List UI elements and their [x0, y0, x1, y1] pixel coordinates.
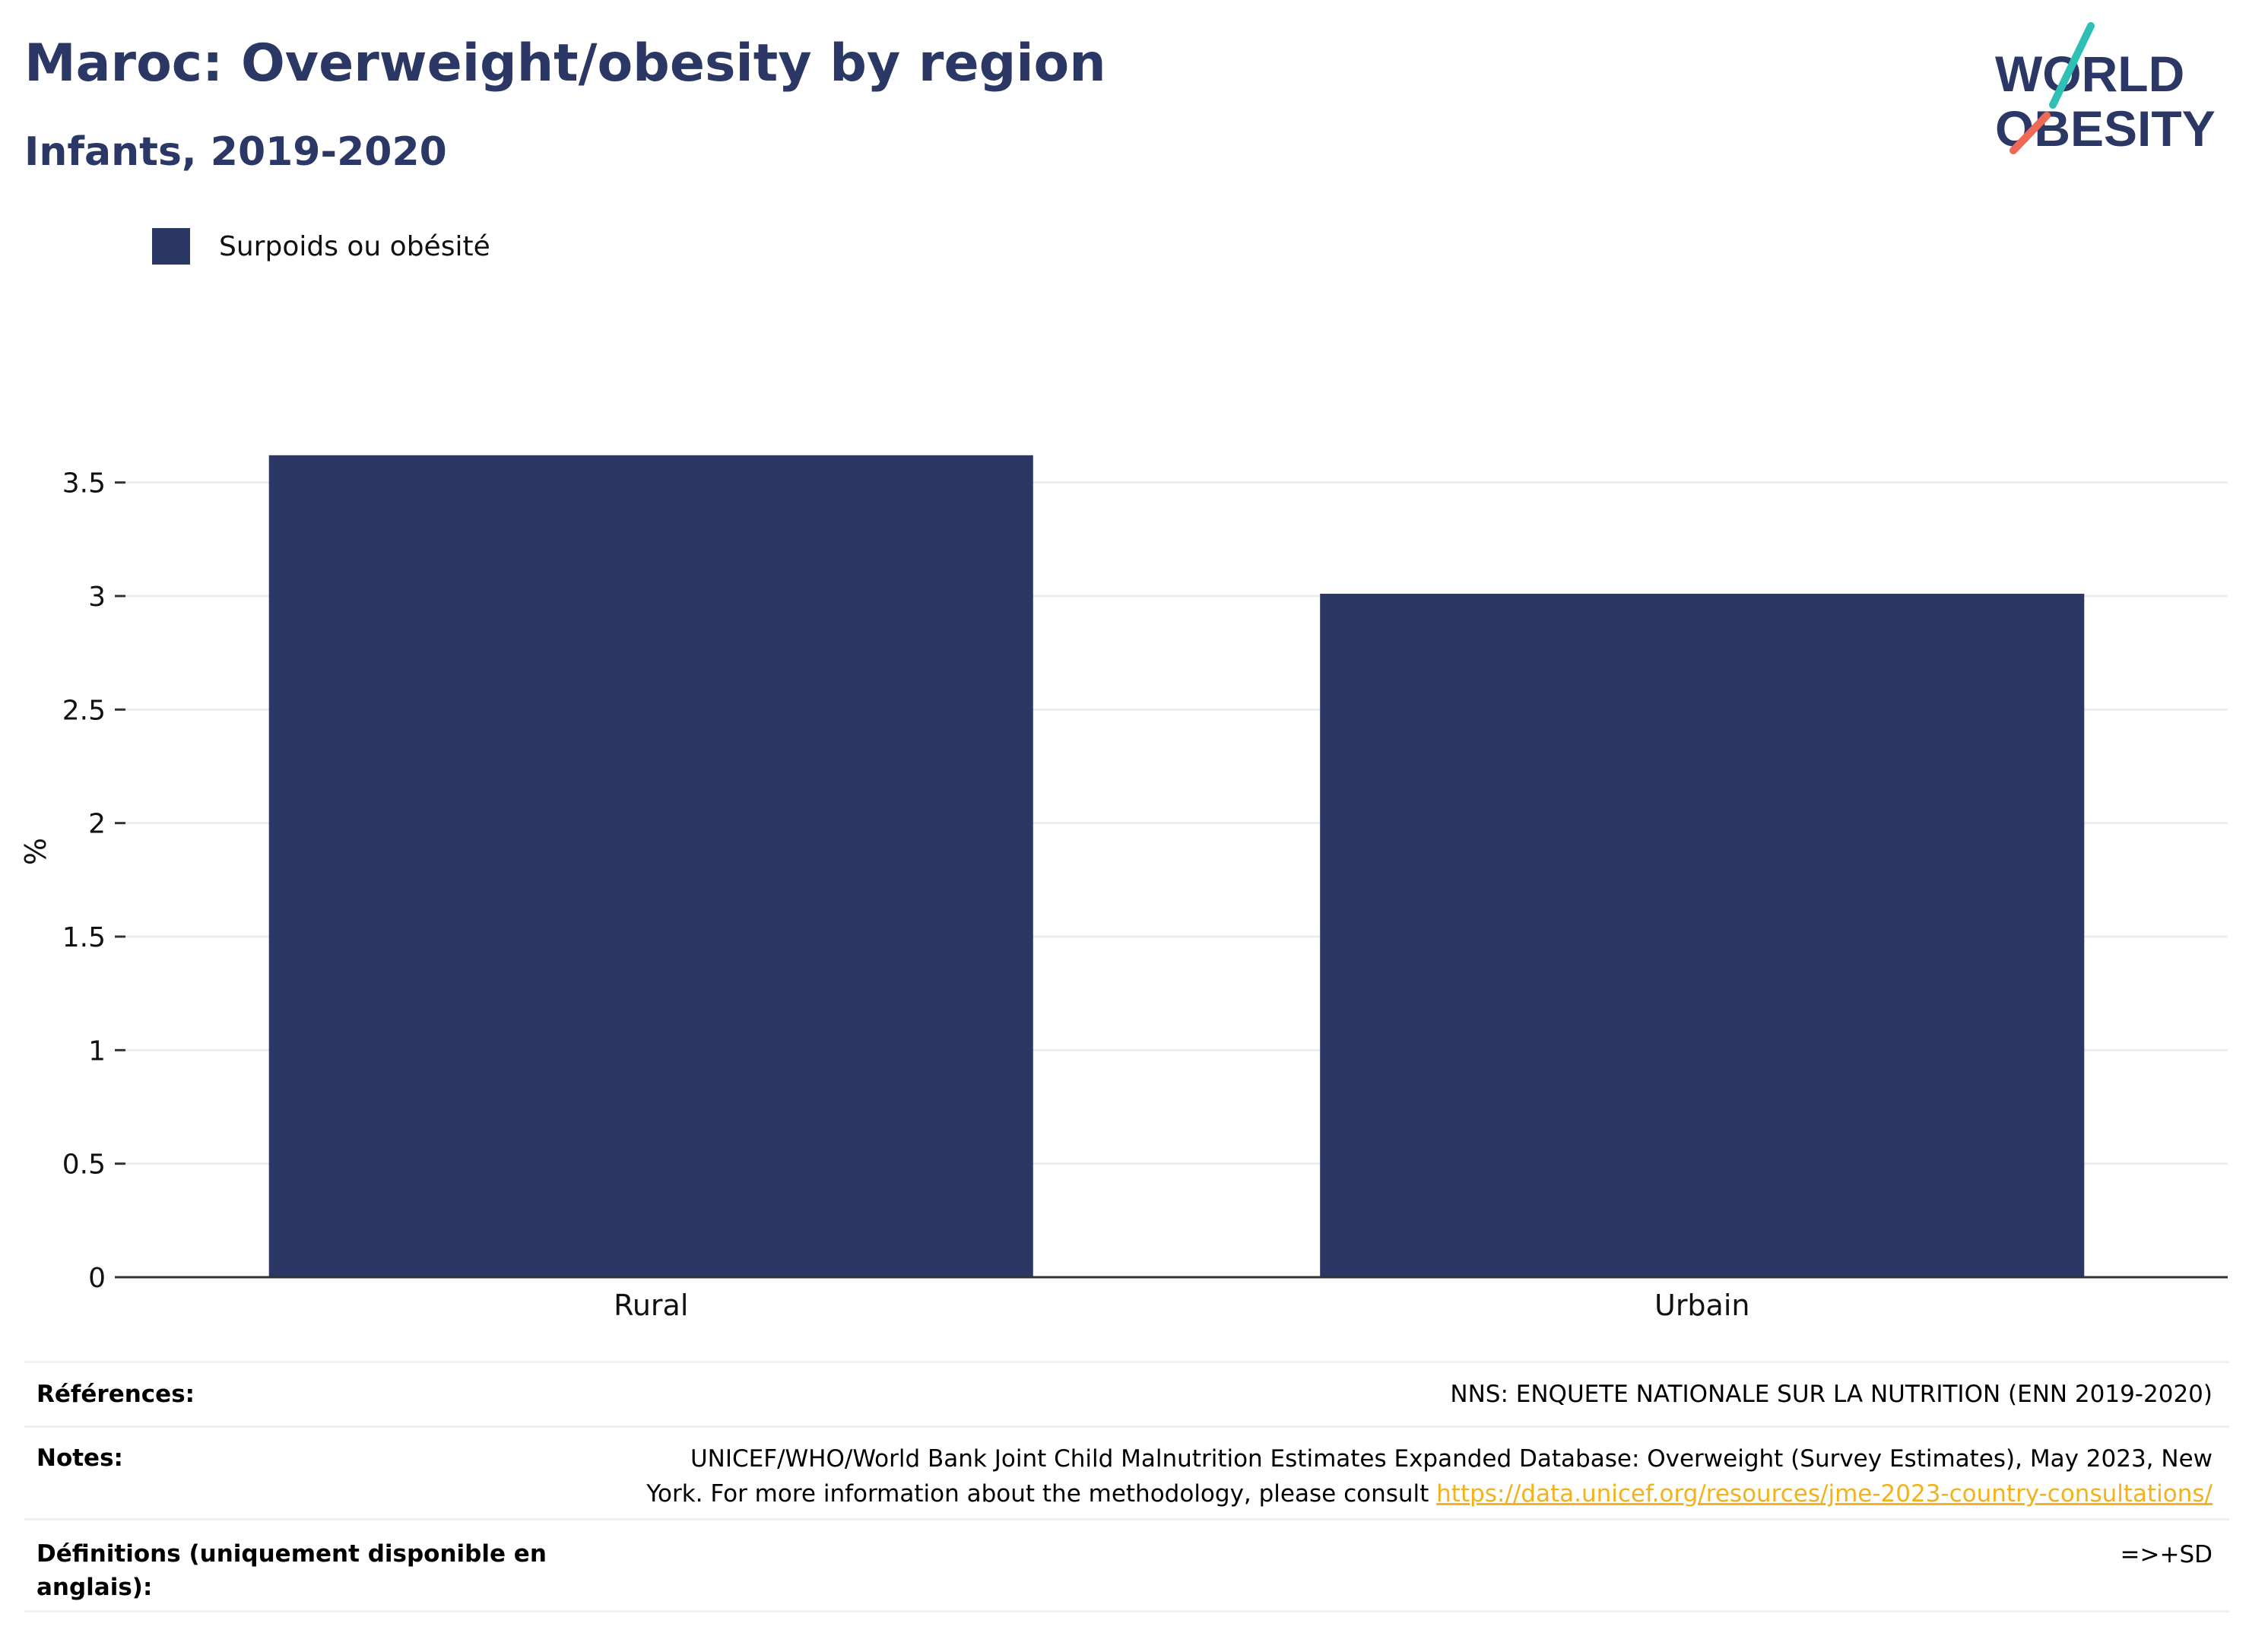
y-tick-label: 0 [88, 1263, 106, 1294]
page-title: Maroc: Overweight/obesity by region [24, 33, 1106, 94]
notes-text-line1: UNICEF/WHO/World Bank Joint Child Malnut… [690, 1445, 2213, 1473]
legend-label: Surpoids ou obésité [219, 230, 490, 262]
bar-chart: 0 0.5 1 1.5 2 2.5 3 3.5 Rural Urbain % [19, 455, 2228, 1322]
logo-teal-slash [2049, 22, 2095, 109]
y-tick-labels: 0 0.5 1 1.5 2 2.5 3 3.5 [62, 468, 106, 1294]
notes-label: Notes: [36, 1444, 123, 1472]
notes-table: Références: NNS: ENQUETE NATIONALE SUR L… [24, 1361, 2229, 1612]
references-label: Références: [36, 1381, 195, 1408]
legend-swatch [152, 228, 190, 265]
logo-line1: WORLD [1995, 46, 2184, 102]
definitions-value: =>+SD [2120, 1541, 2213, 1568]
x-tick-label: Rural [614, 1289, 688, 1322]
y-tick-label: 2 [88, 809, 106, 840]
references-row: Références: NNS: ENQUETE NATIONALE SUR L… [24, 1361, 2229, 1425]
notes-text-line2: York. For more information about the met… [646, 1480, 1437, 1508]
bar-urbain[interactable] [1320, 594, 2085, 1277]
y-tick-label: 1.5 [62, 922, 106, 953]
y-axis-label: % [19, 838, 52, 865]
x-tick-label: Urbain [1654, 1289, 1750, 1322]
references-value: NNS: ENQUETE NATIONALE SUR LA NUTRITION … [1450, 1381, 2213, 1408]
definitions-row: Définitions (uniquement disponible en an… [24, 1518, 2229, 1612]
bar-rural[interactable] [268, 455, 1033, 1277]
y-tick-label: 3.5 [62, 468, 106, 499]
y-tick-label: 0.5 [62, 1149, 106, 1181]
page-subtitle: Infants, 2019-2020 [24, 129, 447, 175]
x-tick-labels: Rural Urbain [614, 1289, 1749, 1322]
world-obesity-logo: WORLD OBESITY [1995, 22, 2216, 157]
logo-coral-slash [2010, 112, 2051, 154]
y-tick-label: 3 [88, 582, 106, 613]
definitions-label: Définitions (uniquement disponible en an… [36, 1540, 547, 1601]
methodology-link[interactable]: https://data.unicef.org/resources/jme-20… [1436, 1480, 2213, 1508]
y-tick-label: 1 [88, 1035, 106, 1067]
y-tick-label: 2.5 [62, 695, 106, 726]
notes-value: UNICEF/WHO/World Bank Joint Child Malnut… [646, 1441, 2213, 1518]
chart-legend[interactable]: Surpoids ou obésité [152, 228, 490, 265]
bars [268, 455, 2085, 1277]
notes-row: Notes: UNICEF/WHO/World Bank Joint Child… [24, 1425, 2229, 1518]
